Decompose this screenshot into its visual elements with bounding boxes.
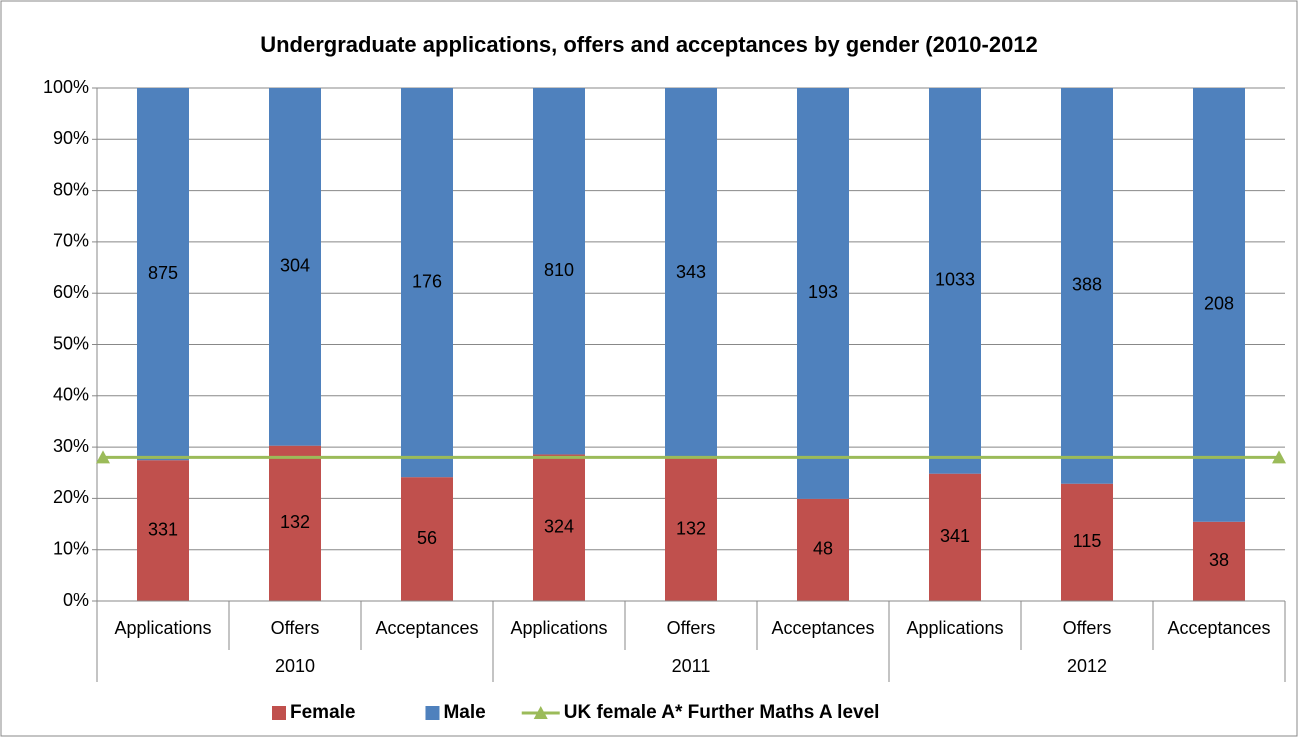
- data-label: 115: [1073, 531, 1102, 551]
- bar-segment: [929, 88, 981, 474]
- data-label: 324: [544, 516, 574, 536]
- data-label: 1033: [935, 270, 975, 290]
- bar-segment: [665, 458, 717, 601]
- bar-segment: [137, 88, 189, 461]
- legend-swatch: [272, 706, 286, 720]
- bar-segment: [1193, 521, 1245, 601]
- y-tick-label: 40%: [53, 385, 89, 405]
- data-label: 132: [280, 512, 310, 532]
- legend-label: Female: [290, 702, 355, 723]
- data-label: 341: [940, 526, 970, 546]
- x-tick-label: Offers: [271, 618, 320, 638]
- data-label: 193: [808, 282, 838, 302]
- bar-segment: [401, 477, 453, 601]
- y-tick-label: 0%: [63, 590, 89, 610]
- data-label: 176: [412, 271, 442, 291]
- y-tick-label: 90%: [53, 128, 89, 148]
- bar-segment: [929, 473, 981, 601]
- bar-segment: [533, 88, 585, 455]
- legend-label: UK female A* Further Maths A level: [564, 702, 880, 723]
- y-tick-label: 50%: [53, 333, 89, 353]
- y-tick-label: 100%: [43, 77, 89, 97]
- group-label: 2012: [1067, 656, 1107, 676]
- data-label: 38: [1209, 550, 1229, 570]
- legend-marker: [533, 706, 548, 719]
- x-tick-label: Acceptances: [771, 618, 874, 638]
- x-tick-label: Offers: [1063, 618, 1112, 638]
- x-tick-label: Acceptances: [1167, 618, 1270, 638]
- y-tick-label: 80%: [53, 179, 89, 199]
- y-tick-label: 20%: [53, 487, 89, 507]
- data-label: 388: [1072, 275, 1102, 295]
- x-tick-label: Acceptances: [375, 618, 478, 638]
- bar-segment: [797, 498, 849, 601]
- legend-label: Male: [443, 702, 485, 723]
- y-tick-label: 10%: [53, 538, 89, 558]
- data-label: 56: [417, 528, 437, 548]
- bar-segment: [1061, 483, 1113, 601]
- y-tick-label: 60%: [53, 282, 89, 302]
- x-tick-label: Applications: [510, 618, 607, 638]
- bar-segment: [1193, 88, 1245, 522]
- reference-marker: [1272, 450, 1286, 464]
- chart-title: Undergraduate applications, offers and a…: [260, 32, 1038, 57]
- legend-swatch: [425, 706, 440, 720]
- bar-segment: [665, 88, 717, 459]
- bar-segment: [1061, 88, 1113, 484]
- data-label: 331: [148, 519, 178, 539]
- data-label: 132: [676, 518, 706, 538]
- x-tick-label: Applications: [906, 618, 1003, 638]
- bar-segment: [533, 454, 585, 601]
- data-label: 343: [676, 262, 706, 282]
- data-label: 208: [1204, 294, 1234, 314]
- bar-segment: [269, 88, 321, 446]
- x-tick-label: Offers: [667, 618, 716, 638]
- y-tick-label: 30%: [53, 436, 89, 456]
- data-label: 810: [544, 260, 574, 280]
- y-tick-label: 70%: [53, 231, 89, 251]
- data-label: 875: [148, 263, 178, 283]
- x-tick-label: Applications: [114, 618, 211, 638]
- bar-segment: [137, 460, 189, 601]
- reference-marker: [96, 450, 110, 464]
- data-label: 304: [280, 256, 310, 276]
- bar-segment: [797, 88, 849, 499]
- bar-segment: [401, 88, 453, 478]
- data-label: 48: [813, 539, 833, 559]
- group-label: 2011: [672, 656, 711, 676]
- bar-segment: [269, 445, 321, 601]
- group-label: 2010: [275, 656, 315, 676]
